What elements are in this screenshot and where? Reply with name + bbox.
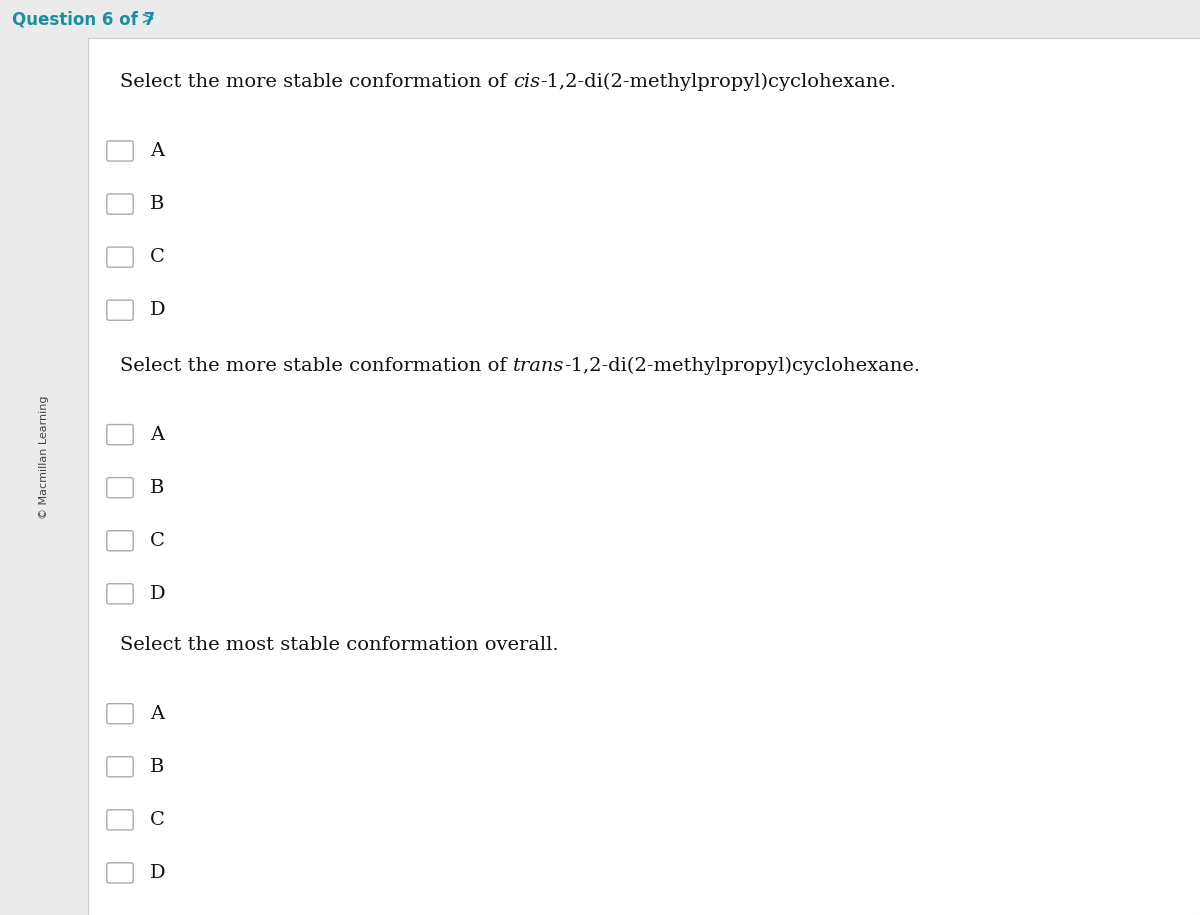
FancyBboxPatch shape [107,247,133,267]
FancyBboxPatch shape [107,584,133,604]
Text: A: A [150,705,164,723]
FancyBboxPatch shape [88,38,1200,915]
Text: D: D [150,301,166,319]
Text: Select the more stable conformation of: Select the more stable conformation of [120,357,512,375]
Text: © Macmillan Learning: © Macmillan Learning [38,396,49,519]
Text: A: A [150,425,164,444]
Text: -1,2-di(2-methylpropyl)cyclohexane.: -1,2-di(2-methylpropyl)cyclohexane. [564,357,920,375]
Text: cis: cis [512,73,540,92]
Text: D: D [150,585,166,603]
FancyBboxPatch shape [107,757,133,777]
Text: >: > [140,10,155,28]
Text: Question 6 of 7: Question 6 of 7 [12,10,155,28]
Text: D: D [150,864,166,882]
Text: C: C [150,532,164,550]
Text: Select the more stable conformation of: Select the more stable conformation of [120,73,512,92]
FancyBboxPatch shape [107,141,133,161]
Text: B: B [150,479,164,497]
FancyBboxPatch shape [107,810,133,830]
FancyBboxPatch shape [0,0,1200,38]
FancyBboxPatch shape [107,863,133,883]
FancyBboxPatch shape [107,194,133,214]
Text: Select the most stable conformation overall.: Select the most stable conformation over… [120,636,559,654]
Text: trans: trans [512,357,564,375]
FancyBboxPatch shape [107,478,133,498]
Text: C: C [150,248,164,266]
Text: C: C [150,811,164,829]
Text: B: B [150,758,164,776]
Text: A: A [150,142,164,160]
Text: -1,2-di(2-methylpropyl)cyclohexane.: -1,2-di(2-methylpropyl)cyclohexane. [540,73,896,92]
FancyBboxPatch shape [107,300,133,320]
FancyBboxPatch shape [107,531,133,551]
Text: B: B [150,195,164,213]
FancyBboxPatch shape [107,425,133,445]
FancyBboxPatch shape [107,704,133,724]
